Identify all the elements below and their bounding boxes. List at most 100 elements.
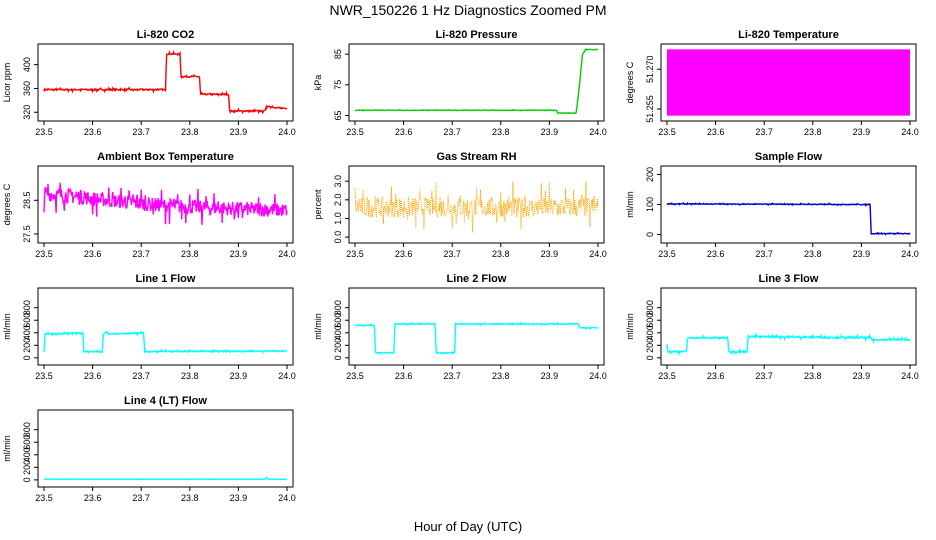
x-tick-label: 23.6 <box>395 249 413 259</box>
plot-frame <box>37 409 294 488</box>
y-tick-label: 27.5 <box>22 225 32 243</box>
x-tick-label: 23.6 <box>395 371 413 381</box>
x-tick-label: 23.9 <box>853 249 871 259</box>
series-line-1 <box>354 321 599 355</box>
y-tick-label: 65 <box>333 110 343 120</box>
y-tick-label: 400 <box>22 447 32 462</box>
x-tick-label: 24.0 <box>278 493 296 503</box>
panel-title: Li-820 Temperature <box>738 29 839 41</box>
x-tick-label: 23.5 <box>35 127 53 137</box>
x-tick-label: 23.6 <box>707 371 725 381</box>
x-tick-label: 23.5 <box>35 493 53 503</box>
plot-frame <box>660 287 917 366</box>
x-tick-label: 23.6 <box>84 249 102 259</box>
panel-title: Gas Stream RH <box>436 151 516 163</box>
y-tick-label: 28.5 <box>22 192 32 210</box>
chart-panel-10: Line 4 (LT) Flow ml/min 23.5 23.6 23.7 23.8 23… <box>2 395 296 503</box>
y-tick-label: 100 <box>645 197 655 212</box>
y-tick-label: 600 <box>22 313 32 328</box>
x-tick-label: 23.5 <box>346 371 364 381</box>
y-tick-label: 800 <box>22 300 32 315</box>
y-axis-label: ml/min <box>625 191 635 218</box>
y-tick-label: 600 <box>333 313 343 328</box>
x-tick-label: 23.8 <box>804 127 822 137</box>
y-tick-label: 400 <box>333 325 343 340</box>
x-tick-label: 23.8 <box>492 127 510 137</box>
y-tick-label: 0 <box>645 232 655 237</box>
y-tick-label: 0.0 <box>333 231 343 244</box>
panel-title: Sample Flow <box>755 151 823 163</box>
y-axis-label: Licor ppm <box>2 63 12 103</box>
y-tick-label: 600 <box>22 435 32 450</box>
y-axis-label: degrees C <box>625 61 635 103</box>
series-band <box>667 49 910 116</box>
series-line-1 <box>43 49 288 115</box>
series-line-1 <box>43 330 288 355</box>
y-tick-label: 51.270 <box>645 55 655 83</box>
x-tick-label: 24.0 <box>278 127 296 137</box>
y-axis-label: ml/min <box>2 313 12 340</box>
x-tick-label: 24.0 <box>901 371 919 381</box>
chart-panel-7: Line 1 Flow ml/min 23.5 23.6 23.7 23.8 23.9 24.… <box>2 273 296 381</box>
x-tick-label: 24.0 <box>589 249 607 259</box>
y-tick-label: 360 <box>22 81 32 96</box>
x-tick-label: 23.8 <box>804 249 822 259</box>
panel-title: Line 4 (LT) Flow <box>124 395 207 407</box>
plot-frame <box>348 165 605 244</box>
x-tick-label: 23.9 <box>230 249 248 259</box>
panel-title: Line 1 Flow <box>136 273 196 285</box>
y-tick-label: 1.0 <box>333 212 343 225</box>
chart-panel-1: Li-820 CO2 Licor ppm 23.5 23.6 23.7 23.8 23.9 2… <box>2 29 296 137</box>
x-tick-label: 23.9 <box>541 249 559 259</box>
series-line-1 <box>666 201 911 236</box>
y-tick-label: 0 <box>22 355 32 360</box>
x-tick-label: 23.5 <box>346 249 364 259</box>
x-tick-label: 23.9 <box>541 127 559 137</box>
x-tick-label: 24.0 <box>278 371 296 381</box>
x-tick-label: 23.9 <box>853 371 871 381</box>
x-tick-label: 23.8 <box>181 249 199 259</box>
panel-title: Line 2 Flow <box>447 273 507 285</box>
x-tick-label: 23.5 <box>35 371 53 381</box>
x-tick-label: 23.5 <box>346 127 364 137</box>
x-tick-label: 23.9 <box>230 493 248 503</box>
y-tick-label: 200 <box>22 460 32 475</box>
x-tick-label: 23.9 <box>230 127 248 137</box>
x-tick-label: 23.9 <box>853 127 871 137</box>
y-tick-label: 0 <box>22 477 32 482</box>
panel-title: Line 3 Flow <box>759 273 819 285</box>
y-tick-label: 800 <box>333 300 343 315</box>
series-line-1 <box>666 332 911 357</box>
panel-title: Li-820 CO2 <box>137 29 194 41</box>
x-tick-label: 23.9 <box>541 371 559 381</box>
x-tick-label: 23.6 <box>395 127 413 137</box>
y-tick-label: 400 <box>22 57 32 72</box>
y-axis-label: ml/min <box>625 313 635 340</box>
x-tick-label: 23.8 <box>492 371 510 381</box>
y-axis-label: percent <box>313 189 323 220</box>
chart-panel-3: Li-820 Temperature degrees C 23.5 23.6 23.7 2… <box>625 29 919 137</box>
chart-panel-8: Line 2 Flow ml/min 23.5 23.6 23.7 23.8 23.9 24.… <box>313 273 607 381</box>
x-tick-label: 23.7 <box>755 371 773 381</box>
y-tick-label: 200 <box>645 167 655 182</box>
x-tick-label: 23.5 <box>35 249 53 259</box>
x-tick-label: 23.8 <box>181 371 199 381</box>
plot-frame <box>37 43 294 122</box>
x-tick-label: 23.6 <box>84 127 102 137</box>
x-tick-label: 23.8 <box>181 127 199 137</box>
y-tick-label: 2.0 <box>333 194 343 207</box>
x-tick-label: 23.6 <box>707 127 725 137</box>
x-tick-label: 23.7 <box>755 127 773 137</box>
y-axis-label: kPa <box>313 75 323 91</box>
series-line-1 <box>43 476 288 481</box>
plot-frame <box>37 287 294 366</box>
plot-frame <box>348 287 605 366</box>
y-tick-label: 0 <box>333 355 343 360</box>
y-tick-label: 400 <box>22 325 32 340</box>
chart-panel-6: Sample Flow ml/min 23.5 23.6 23.7 23.8 23.9 24.… <box>625 151 919 259</box>
x-tick-label: 23.8 <box>492 249 510 259</box>
panels: Li-820 CO2 Licor ppm 23.5 23.6 23.7 23.8 23.9 2… <box>2 29 919 503</box>
plot-frame <box>348 43 605 122</box>
x-tick-label: 23.6 <box>707 249 725 259</box>
